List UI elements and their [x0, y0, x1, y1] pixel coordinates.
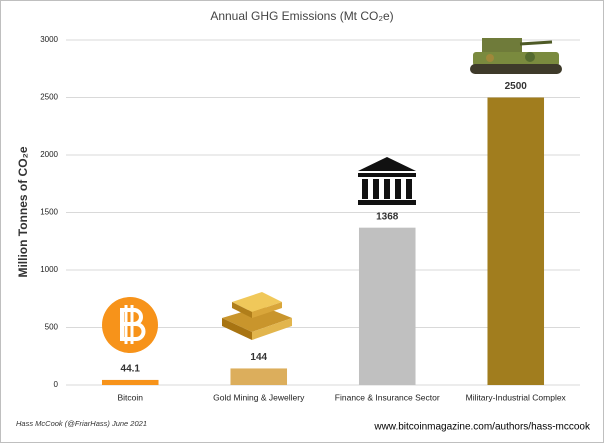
- x-tick-label: Finance & Insurance Sector: [335, 392, 440, 402]
- y-tick-label: 2000: [40, 150, 58, 159]
- value-label: 2500: [505, 81, 528, 92]
- footnote-left: Hass McCook (@FriarHass) June 2021: [16, 419, 147, 428]
- x-tick-label: Bitcoin: [117, 392, 143, 402]
- gold-bars-icon: [222, 292, 292, 340]
- value-label: 44.1: [121, 364, 141, 375]
- x-tick-label: Gold Mining & Jewellery: [213, 392, 305, 402]
- chart-title: Annual GHG Emissions (Mt CO₂e): [210, 9, 393, 23]
- value-label: 144: [250, 352, 267, 363]
- y-axis-label: Million Tonnes of CO₂e: [16, 146, 30, 277]
- tank-icon: [470, 38, 562, 74]
- y-tick-label: 1500: [40, 208, 58, 217]
- y-tick-label: 2500: [40, 93, 58, 102]
- y-tick-label: 3000: [40, 35, 58, 44]
- y-tick-label: 0: [54, 380, 59, 389]
- footnote-right: www.bitcoinmagazine.com/authors/hass-mcc…: [373, 422, 591, 433]
- bitcoin-icon: [102, 297, 158, 353]
- bar: [358, 227, 416, 385]
- bar: [101, 379, 159, 385]
- bank-icon: [358, 157, 416, 205]
- y-tick-label: 500: [45, 323, 59, 332]
- x-tick-label: Military-Industrial Complex: [466, 392, 567, 402]
- value-label: 1368: [376, 211, 399, 222]
- bar: [230, 368, 288, 385]
- y-tick-label: 1000: [40, 265, 58, 274]
- bar: [487, 97, 545, 385]
